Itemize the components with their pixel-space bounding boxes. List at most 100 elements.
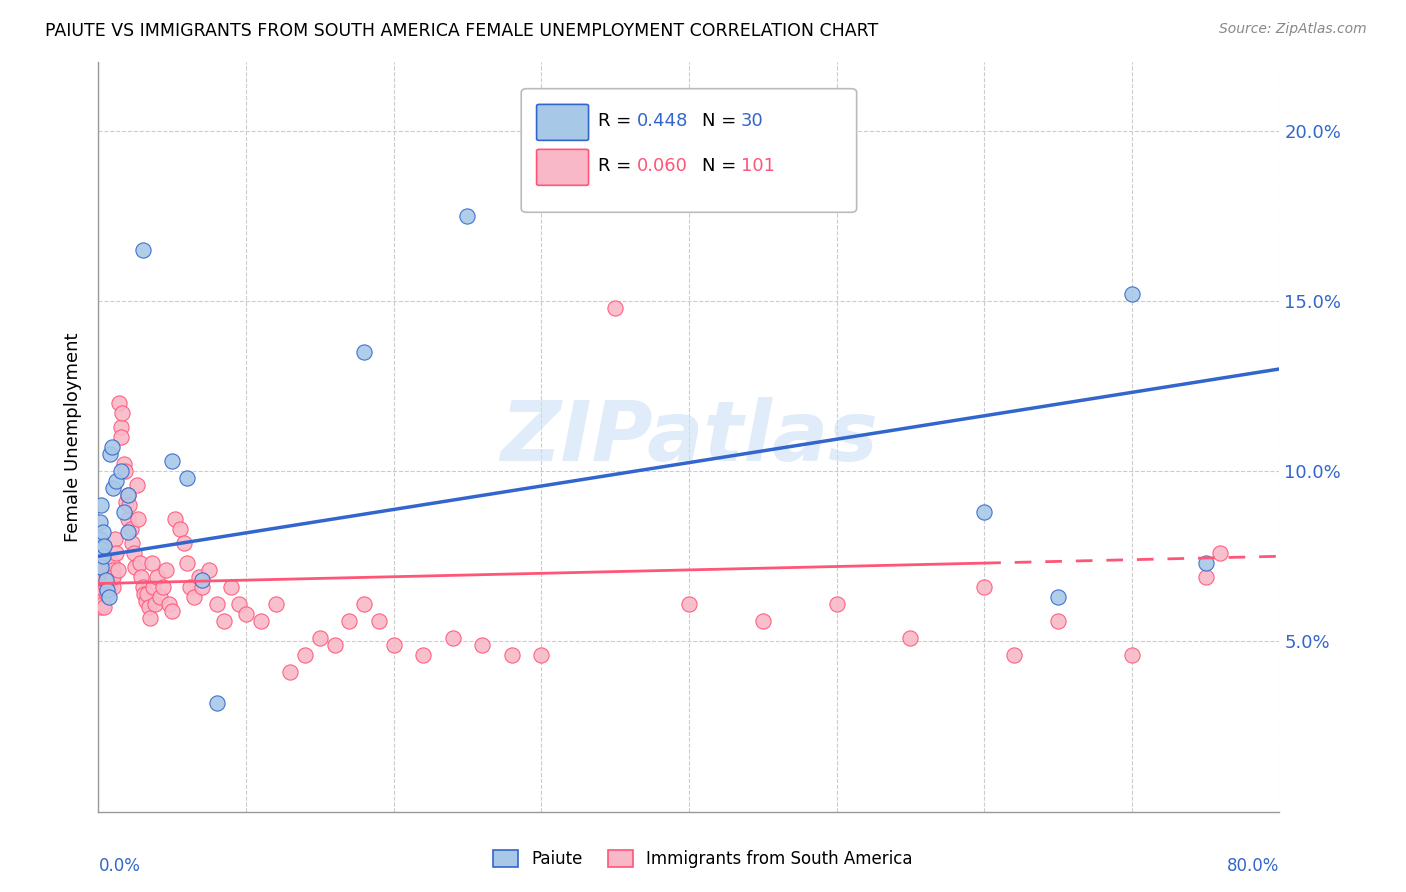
Point (135, 593, 157, 607)
Point (825, 597, 848, 611)
Point (100, 440, 122, 454)
Point (141, 556, 163, 570)
Point (205, 597, 228, 611)
Legend: Paiute, Immigrants from South America: Paiute, Immigrants from South America (486, 843, 920, 875)
Point (90, 498, 112, 512)
Point (94, 573, 117, 587)
Point (212, 614, 235, 628)
Point (97, 576, 120, 591)
Point (89, 593, 111, 607)
Point (900, 631, 922, 645)
Point (104, 533, 127, 547)
Point (94, 580, 117, 594)
Point (162, 454, 183, 468)
Point (264, 597, 287, 611)
Point (221, 580, 243, 594)
Point (142, 580, 165, 594)
Point (91, 525, 114, 540)
Point (107, 563, 129, 577)
Point (124, 559, 146, 574)
Text: R =: R = (598, 157, 637, 175)
Point (105, 546, 128, 560)
Text: PAIUTE VS IMMIGRANTS FROM SOUTH AMERICA FEMALE UNEMPLOYMENT CORRELATION CHART: PAIUTE VS IMMIGRANTS FROM SOUTH AMERICA … (45, 22, 879, 40)
Point (280, 665, 302, 679)
Point (100, 570, 122, 584)
Point (1002, 648, 1025, 662)
Point (90, 559, 112, 574)
Point (128, 556, 150, 570)
Point (294, 648, 316, 662)
Point (94, 566, 117, 581)
Point (94, 559, 117, 574)
Point (98, 580, 121, 594)
Point (138, 600, 160, 615)
Point (132, 243, 155, 257)
Point (110, 430, 132, 444)
Point (973, 505, 995, 519)
Text: R =: R = (598, 112, 637, 130)
Point (973, 580, 995, 594)
Point (103, 580, 125, 594)
FancyBboxPatch shape (537, 149, 589, 186)
Point (457, 209, 479, 223)
Point (89, 559, 111, 574)
Point (441, 631, 464, 645)
Point (129, 570, 152, 584)
Point (1046, 590, 1070, 604)
Point (91, 549, 114, 564)
Point (89, 576, 111, 591)
Point (108, 396, 131, 410)
Point (136, 587, 159, 601)
Point (103, 563, 125, 577)
Point (132, 580, 155, 594)
Point (110, 420, 132, 434)
Point (179, 580, 201, 594)
Text: 80.0%: 80.0% (1227, 856, 1279, 875)
Point (191, 580, 214, 594)
Point (111, 406, 134, 420)
Point (149, 590, 172, 604)
Point (309, 631, 332, 645)
Point (169, 522, 191, 536)
Text: 0.448: 0.448 (637, 112, 689, 130)
Point (1121, 287, 1143, 301)
Point (90, 600, 112, 615)
Point (105, 475, 128, 489)
Point (127, 512, 149, 526)
Point (117, 512, 139, 526)
Point (89, 533, 111, 547)
Point (382, 638, 405, 652)
Point (115, 495, 138, 509)
Point (118, 498, 141, 512)
Point (191, 573, 214, 587)
Point (157, 597, 180, 611)
Point (530, 648, 553, 662)
Point (162, 604, 183, 618)
Point (1121, 648, 1143, 662)
Point (1209, 546, 1232, 560)
Point (90, 542, 112, 557)
Point (165, 512, 187, 526)
FancyBboxPatch shape (522, 88, 856, 212)
Point (117, 525, 139, 540)
Point (143, 597, 166, 611)
Point (114, 464, 136, 478)
Text: ZIPatlas: ZIPatlas (501, 397, 877, 477)
Point (134, 587, 156, 601)
Point (1046, 614, 1070, 628)
Point (339, 614, 361, 628)
Point (173, 535, 195, 549)
Y-axis label: Female Unemployment: Female Unemployment (63, 333, 82, 541)
Point (155, 563, 177, 577)
Text: 101: 101 (741, 157, 775, 175)
Point (103, 481, 125, 495)
Point (112, 458, 135, 472)
Point (412, 648, 434, 662)
FancyBboxPatch shape (537, 104, 589, 140)
Point (97, 559, 120, 574)
Point (91, 597, 114, 611)
Point (98, 566, 121, 581)
Point (117, 488, 139, 502)
Point (146, 570, 169, 584)
Point (1195, 556, 1218, 570)
